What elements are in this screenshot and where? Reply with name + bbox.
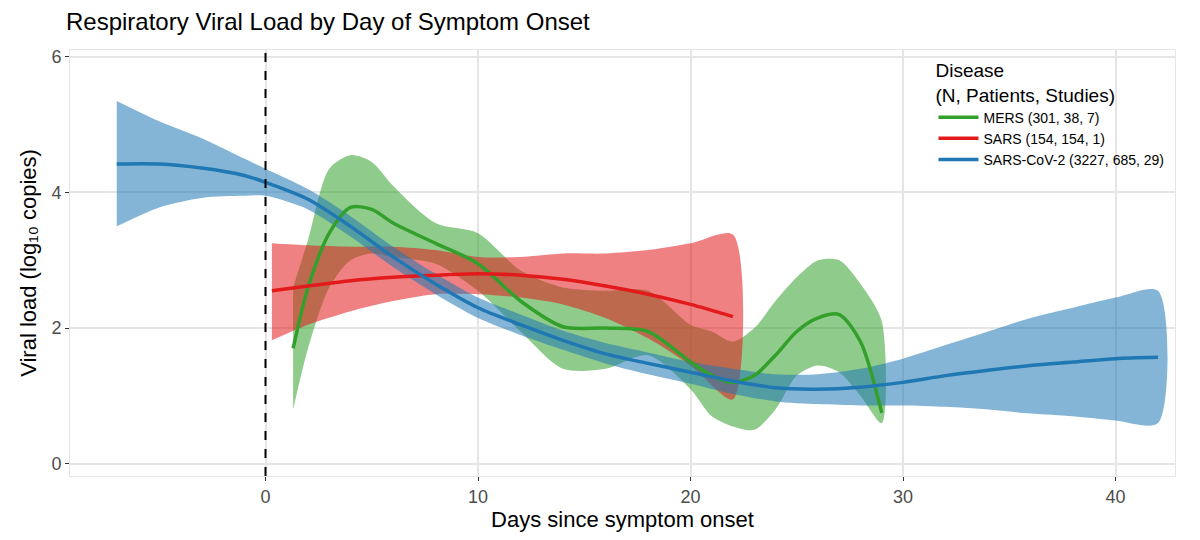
svg-text:Respiratory Viral Load by Day: Respiratory Viral Load by Day of Symptom…: [66, 8, 590, 35]
svg-text:SARS-CoV-2 (3227, 685, 29): SARS-CoV-2 (3227, 685, 29): [983, 152, 1164, 168]
svg-text:Days since symptom onset: Days since symptom onset: [491, 507, 754, 532]
svg-text:0: 0: [51, 454, 61, 474]
svg-text:MERS (301, 38, 7): MERS (301, 38, 7): [983, 110, 1099, 126]
svg-text:Disease(N, Patients, Studies): Disease(N, Patients, Studies): [935, 60, 1115, 106]
svg-text:6: 6: [51, 47, 61, 67]
svg-text:Viral load (log₁₀ copies): Viral load (log₁₀ copies): [16, 149, 41, 377]
svg-text:SARS (154, 154, 1): SARS (154, 154, 1): [983, 131, 1104, 147]
svg-text:10: 10: [468, 487, 488, 507]
svg-text:0: 0: [260, 487, 270, 507]
svg-text:30: 30: [893, 487, 913, 507]
svg-text:2: 2: [51, 318, 61, 338]
svg-text:40: 40: [1105, 487, 1125, 507]
svg-text:20: 20: [680, 487, 700, 507]
svg-text:4: 4: [51, 183, 61, 203]
